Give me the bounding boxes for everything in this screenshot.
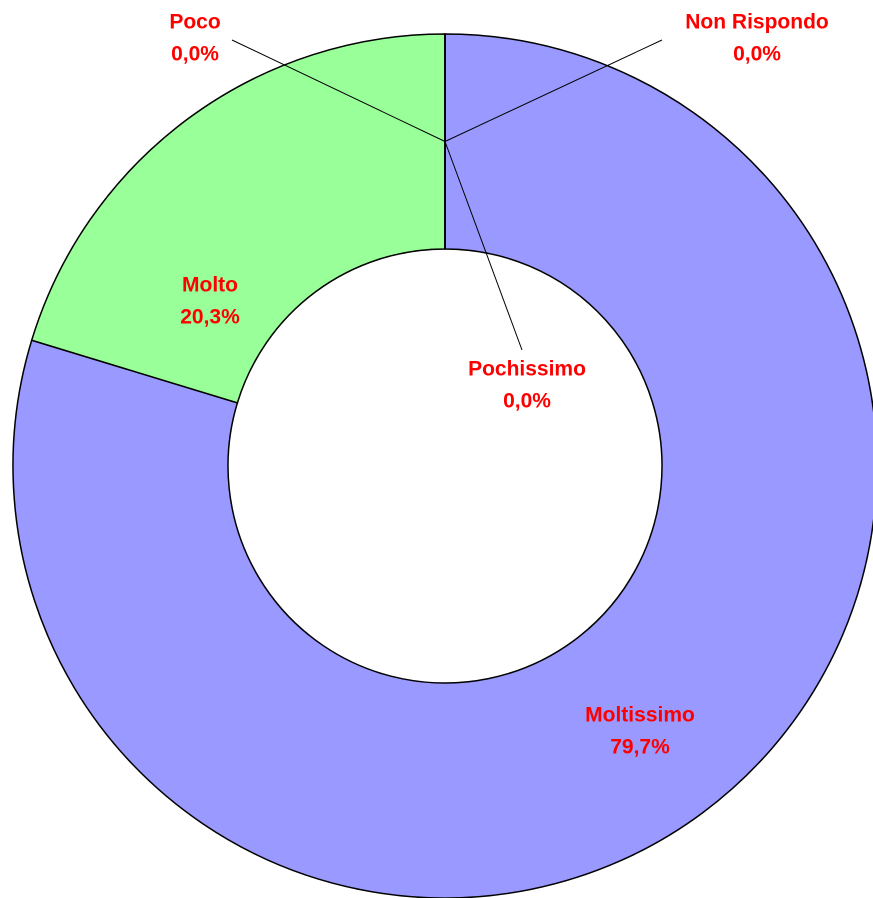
slice-value: 79,7% bbox=[610, 736, 670, 759]
slice-value: 0,0% bbox=[171, 43, 219, 66]
slice-label: Pochissimo bbox=[468, 358, 586, 381]
leader-line bbox=[231, 39, 446, 142]
leader-line bbox=[444, 39, 663, 142]
slice-value: 20,3% bbox=[180, 306, 240, 329]
slice-label: Poco bbox=[169, 11, 220, 34]
slice-label: Non Rispondo bbox=[685, 11, 828, 34]
slice-value: 0,0% bbox=[733, 43, 781, 66]
leader-line bbox=[444, 141, 523, 351]
slice-value: 0,0% bbox=[503, 390, 551, 413]
donut-slice bbox=[30, 33, 446, 404]
slice-label: Molto bbox=[182, 274, 238, 297]
slice-label: Moltissimo bbox=[585, 704, 695, 727]
